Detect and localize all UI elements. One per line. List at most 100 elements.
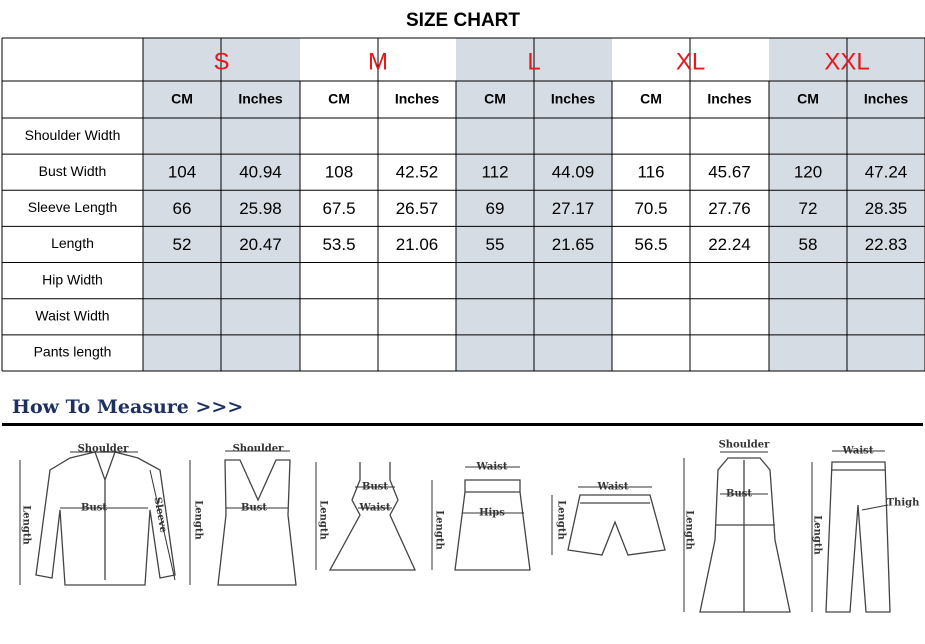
row-label: Waist Width [35,307,109,323]
label: Shoulder [233,444,285,455]
label: Length [318,500,329,540]
label: Length [193,500,204,540]
cell [221,334,300,371]
cell-value: 44.09 [552,163,595,182]
cell [221,118,300,155]
cell [378,118,456,155]
shirt-illustration: Shoulder Bust Length Sleeve [19,444,176,586]
label: Bust [81,503,107,514]
cell-value: 42.52 [396,163,439,182]
cell [847,81,925,118]
cell [456,226,534,263]
label: Waist [476,462,508,473]
cell [847,226,925,263]
cell-value: 72 [799,199,818,218]
cell [847,190,925,227]
cell [378,334,456,371]
label: Bust [362,482,388,493]
cell-value: 67.5 [322,199,355,218]
coat-illustration: Shoulder Bust Length [683,440,791,613]
cell [847,118,925,155]
cell-value: 28.35 [865,199,908,218]
cell [769,118,847,155]
cell [690,38,769,81]
cell [221,81,300,118]
cell [143,190,221,227]
label: Bust [726,489,752,500]
label: Length [556,500,567,540]
cell [612,38,690,81]
unit-label: Inches [551,91,596,107]
cell [300,38,378,81]
cell [143,226,221,263]
cell [534,190,612,227]
size-label: XXL [824,48,869,75]
cell-value: 70.5 [634,199,667,218]
row-label: Length [51,235,94,251]
cell [456,190,534,227]
cell [612,298,690,335]
cell [769,262,847,299]
label: Waist [359,503,391,514]
cell [456,298,534,335]
cell [690,154,769,191]
cell [143,298,221,335]
pants-illustration: Waist Thigh Length [811,446,920,613]
divider [2,423,923,426]
cell [847,154,925,191]
label: Length [684,510,695,550]
cell [612,154,690,191]
cell [456,262,534,299]
cell [221,226,300,263]
cell [456,81,534,118]
cell-value: 53.5 [322,235,355,254]
cell [612,81,690,118]
cell-value: 120 [794,163,822,182]
row-label: Bust Width [39,163,107,179]
row-label: Sleeve Length [28,199,118,215]
cell-value: 116 [637,163,664,182]
label: Length [21,505,32,545]
label: Bust [241,503,267,514]
cell-value: 27.76 [708,199,751,218]
cell [456,334,534,371]
cell-value: 56.5 [634,235,667,254]
cell [769,81,847,118]
cell [769,226,847,263]
title: SIZE CHART [406,10,520,31]
cell [300,81,378,118]
cell [612,262,690,299]
cell [769,38,847,81]
cell-value: 21.65 [552,235,595,254]
cell [534,154,612,191]
cell [690,190,769,227]
cell [534,226,612,263]
cell [378,190,456,227]
unit-label: CM [328,91,350,107]
cell-value: 112 [481,163,508,182]
cell [769,298,847,335]
cell [300,190,378,227]
cell [378,154,456,191]
row-label: Hip Width [42,271,103,287]
cell-value: 45.67 [708,163,751,182]
cell-value: 40.94 [239,163,282,182]
cell [847,334,925,371]
cell [769,190,847,227]
skirt-illustration: Waist Hips Length [431,462,531,571]
cell [300,334,378,371]
label: Sleeve [151,496,168,533]
cell [534,334,612,371]
cell [690,262,769,299]
size-label: S [213,48,229,75]
cell [378,298,456,335]
cell [534,38,612,81]
cell [143,334,221,371]
cell [847,262,925,299]
cell [300,298,378,335]
unit-label: Inches [395,91,440,107]
cell-value: 21.06 [396,235,439,254]
tank-illustration: Shoulder Bust Length [189,444,297,586]
cell [534,118,612,155]
